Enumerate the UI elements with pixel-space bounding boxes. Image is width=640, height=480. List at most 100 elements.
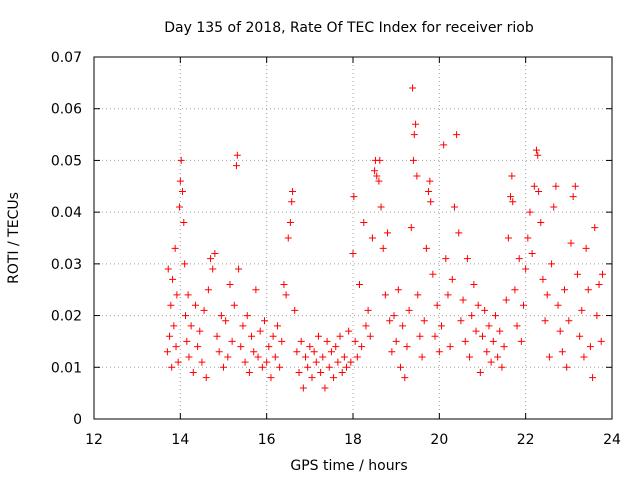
data-point [584, 286, 592, 294]
data-point [347, 358, 355, 366]
data-point [321, 384, 329, 392]
data-point [232, 162, 240, 170]
data-point [308, 374, 316, 382]
y-tick-label: 0.06 [51, 102, 82, 118]
data-point [507, 193, 515, 201]
data-point [567, 239, 575, 247]
y-axis-label: ROTI / TECUs [6, 192, 22, 284]
data-point [248, 332, 256, 340]
data-point [224, 353, 232, 361]
x-axis-tick-labels: 12 14 16 18 20 22 24 [85, 432, 621, 448]
data-point [330, 374, 338, 382]
data-point [578, 306, 586, 314]
data-point [241, 358, 249, 366]
data-point [474, 301, 482, 309]
data-point [364, 306, 372, 314]
data-point [401, 374, 409, 382]
y-tick-label: 0.04 [51, 205, 82, 221]
data-point [250, 348, 258, 356]
data-point [261, 317, 269, 325]
data-point [461, 337, 469, 345]
data-points [163, 84, 607, 392]
data-point [222, 317, 230, 325]
x-tick-label: 24 [603, 432, 621, 448]
data-point [479, 332, 486, 340]
data-point [171, 244, 179, 252]
data-point [522, 265, 530, 273]
data-point [450, 203, 458, 211]
data-point [532, 146, 540, 154]
data-point [413, 172, 421, 180]
data-point [446, 343, 454, 351]
data-point [386, 317, 394, 325]
data-point [528, 250, 536, 258]
data-point [350, 193, 358, 201]
data-point [295, 368, 303, 376]
data-point [543, 291, 551, 299]
data-point [220, 363, 227, 371]
data-point [170, 322, 178, 330]
data-point [599, 270, 607, 278]
data-point [345, 327, 353, 335]
data-point [173, 291, 181, 299]
data-point [573, 270, 581, 278]
data-point [202, 374, 210, 382]
data-point [390, 312, 398, 320]
data-point [489, 337, 497, 345]
data-point [172, 343, 180, 351]
data-point [426, 177, 434, 185]
data-point [213, 332, 221, 340]
data-point [591, 224, 599, 232]
data-point [167, 301, 175, 309]
data-point [276, 363, 284, 371]
data-point [360, 218, 368, 226]
data-point [483, 348, 491, 356]
data-point [534, 151, 542, 159]
data-point [429, 270, 437, 278]
data-point [351, 337, 359, 345]
data-point [323, 337, 331, 345]
y-tick-label: 0.05 [51, 153, 82, 169]
data-point [181, 260, 189, 268]
data-point [431, 332, 439, 340]
data-point [511, 286, 519, 294]
data-point [509, 198, 517, 206]
data-point [299, 384, 307, 392]
data-point [384, 229, 392, 237]
data-point [343, 363, 351, 371]
data-point [502, 296, 510, 304]
data-point [371, 167, 379, 175]
data-point [508, 172, 516, 180]
data-point [472, 327, 480, 335]
data-point [196, 327, 204, 335]
data-point [595, 281, 603, 289]
data-point [340, 353, 348, 361]
data-point [327, 348, 335, 356]
data-point [355, 281, 363, 289]
data-point [334, 358, 342, 366]
data-point [215, 348, 223, 356]
data-point [440, 141, 448, 149]
data-point [576, 332, 584, 340]
data-point [184, 291, 192, 299]
data-point [263, 358, 271, 366]
data-point [310, 348, 318, 356]
data-point [332, 343, 340, 351]
data-point [278, 337, 286, 345]
axis-ticks [93, 56, 613, 420]
data-point [189, 368, 197, 376]
data-point [336, 332, 344, 340]
data-point [288, 198, 296, 206]
data-point [286, 218, 294, 226]
data-point [368, 234, 376, 242]
data-point [463, 255, 471, 263]
data-point [548, 260, 556, 268]
data-point [565, 317, 573, 325]
data-point [377, 203, 385, 211]
data-point [182, 312, 190, 320]
data-point [500, 343, 508, 351]
data-point [422, 244, 430, 252]
x-axis-label: GPS time / hours [290, 458, 407, 474]
data-point [226, 281, 234, 289]
x-tick-label: 14 [171, 432, 189, 448]
